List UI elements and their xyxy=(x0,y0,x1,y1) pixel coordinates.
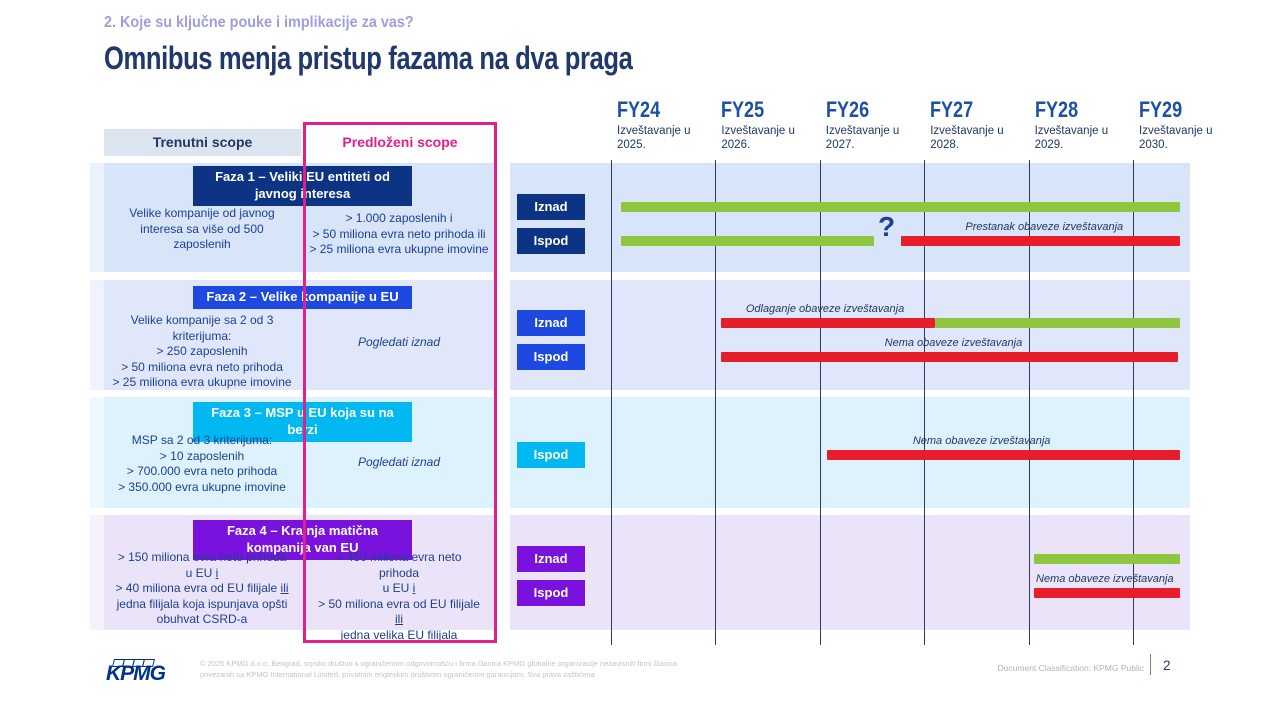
current-scope-text-faza-1: Velike kompanije od javnog interesa sa vi… xyxy=(129,206,275,251)
fy-subnote: Izveštavanje u 2027. xyxy=(825,125,900,152)
threshold-chip-iznad: Iznad xyxy=(517,546,585,572)
timeline-bar-green xyxy=(621,202,1180,212)
timeline-bar-green xyxy=(621,236,875,246)
kpmg-logo-text: KPMG xyxy=(106,662,166,685)
timeline-bar-green xyxy=(934,318,1180,328)
fy-subnote: Izveštavanje u 2029. xyxy=(1034,125,1109,152)
phase-band-strip xyxy=(90,397,104,508)
fy-label: FY24 xyxy=(617,97,661,122)
bar-annotation: Odlaganje obaveze izveštavanja xyxy=(745,303,905,315)
bar-annotation: Nema obaveze izveštavanja xyxy=(884,337,1023,349)
timeline-gridline xyxy=(1133,160,1134,645)
current-scope-text-faza-3: MSP sa 2 od 3 kriterijuma: > 10 zaposleni… xyxy=(118,433,286,494)
fy-label: FY29 xyxy=(1139,97,1183,122)
bar-annotation: Prestanak obaveze izveštavanja xyxy=(965,221,1124,233)
timeline-bar-red xyxy=(720,352,1178,362)
fy-subnote: Izveštavanje u 2025. xyxy=(617,125,691,152)
phase-title-faza-4: Faza 4 – Krajnja matična kompanija van E… xyxy=(193,520,412,560)
threshold-chip-ispod: Ispod xyxy=(517,228,585,254)
threshold-chip-iznad: Iznad xyxy=(517,310,585,336)
proposed-scope-text-faza-3: Pogledati iznad xyxy=(357,455,441,469)
phase-band-timeline xyxy=(510,515,1190,630)
timeline-year: FY25 Izveštavanje u 2026. xyxy=(721,97,807,153)
question-mark: ? xyxy=(878,211,896,242)
timeline-gridline xyxy=(611,160,612,645)
threshold-chip-iznad: Iznad xyxy=(517,194,585,220)
threshold-chip-ispod: Ispod xyxy=(517,442,585,468)
timeline-year: FY28 Izveštavanje u 2029. xyxy=(1035,97,1121,153)
timeline-bar-red xyxy=(720,318,935,328)
fy-label: FY26 xyxy=(825,97,869,122)
kpmg-logo: KPMG xyxy=(106,654,166,685)
phase-band-timeline xyxy=(510,163,1190,272)
current-scope-text-faza-4: > 150 miliona evra neto prihoda u EU i > 4… xyxy=(115,550,289,626)
timeline-gridline xyxy=(924,160,926,645)
timeline-gridline xyxy=(715,160,717,645)
phase-band-strip xyxy=(90,280,104,390)
proposed-scope-text-faza-1: > 1.000 zaposlenih i > 50 miliona evra ne… xyxy=(309,211,489,256)
timeline-gridline xyxy=(819,160,821,645)
timeline-year: FY26 Izveštavanje u 2027. xyxy=(826,97,912,153)
timeline-bar-red xyxy=(827,450,1180,460)
phase-title-faza-2: Faza 2 – Velike kompanije u EU xyxy=(193,286,412,309)
timeline-year: FY27 Izveštavanje u 2028. xyxy=(930,97,1016,153)
copyright-text: © 2025 KPMG d.o.o. Beograd, srpsko društ… xyxy=(200,659,678,679)
timeline-bar-green xyxy=(1033,554,1180,564)
fy-subnote: Izveštavanje u 2030. xyxy=(1139,125,1213,152)
fy-subnote: Izveštavanje u 2028. xyxy=(930,125,1004,152)
timeline-year: FY29 Izveštavanje u 2030. xyxy=(1139,97,1225,153)
proposed-scope-text-faza-4: > 450 miliona evra neto prihoda u EU i > 50… xyxy=(318,550,480,642)
timeline-gridline xyxy=(1028,160,1030,645)
fy-subnote: Izveštavanje u 2026. xyxy=(721,125,795,152)
fy-label: FY28 xyxy=(1034,97,1078,122)
section-kicker: 2. Koje su ključne pouke i implikacije z… xyxy=(104,14,414,31)
current-scope-header: Trenutni scope xyxy=(104,129,301,156)
threshold-chip-ispod: Ispod xyxy=(517,580,585,606)
page-title: Omnibus menja pristup fazama na dva prag… xyxy=(104,40,633,76)
phase-band-timeline xyxy=(510,280,1190,390)
proposed-scope-header: Predloženi scope xyxy=(342,134,458,150)
classification-text: Document Classification: KPMG Public xyxy=(997,663,1144,673)
proposed-scope-text-faza-2: Pogledati iznad xyxy=(357,335,441,349)
fy-label: FY27 xyxy=(930,97,974,122)
threshold-chip-ispod: Ispod xyxy=(517,344,585,370)
timeline-year: FY24 Izveštavanje u 2025. xyxy=(617,97,703,153)
footer-divider xyxy=(1150,654,1151,675)
timeline-bar-red xyxy=(901,236,1180,246)
bar-annotation: Nema obaveze izveštavanja xyxy=(1036,573,1174,585)
page-number: 2 xyxy=(1163,658,1171,673)
phase-title-faza-1: Faza 1 – Veliki EU entiteti od javnog in… xyxy=(193,166,412,206)
current-scope-text-faza-2: Velike kompanije sa 2 od 3 kriterijuma: > … xyxy=(112,313,292,389)
bar-annotation: Nema obaveze izveštavanja xyxy=(912,435,1051,447)
timeline-bar-red xyxy=(1033,588,1180,598)
fy-label: FY25 xyxy=(721,97,765,122)
phase-title-faza-3: Faza 3 – MSP u EU koja su na berzi xyxy=(193,402,412,442)
phase-band-strip xyxy=(90,163,104,272)
phase-band-strip xyxy=(90,515,104,630)
